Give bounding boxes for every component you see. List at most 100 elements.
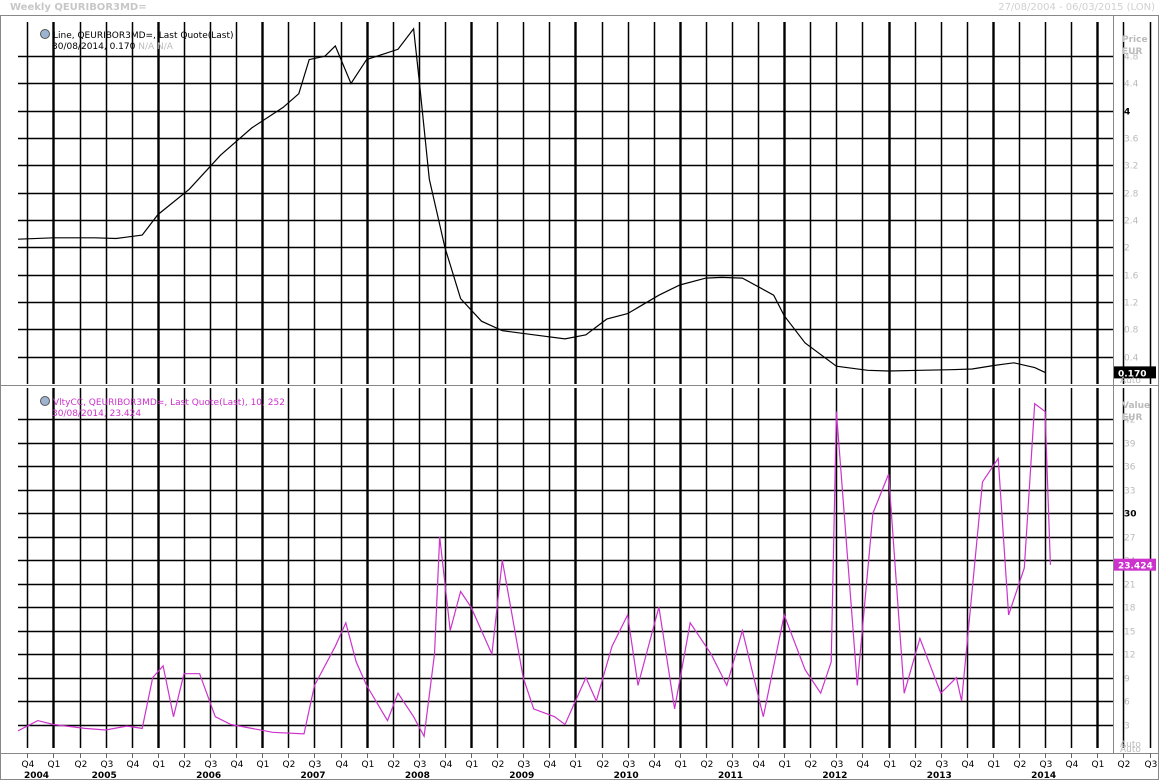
x-tick-quarter: Q4 xyxy=(440,760,453,770)
y-tick-label: 4.8 xyxy=(1124,53,1139,63)
y-tick-label: 1.6 xyxy=(1124,272,1139,282)
x-tick-quarter: Q1 xyxy=(466,760,479,770)
y-tick-label: 0.8 xyxy=(1124,326,1139,336)
y-tick-label: 21 xyxy=(1124,581,1135,591)
series-line xyxy=(17,402,1051,739)
x-tick-quarter: Q1 xyxy=(884,760,897,770)
y-auto-label: Auto xyxy=(1120,376,1141,386)
x-tick-quarter: Q3 xyxy=(414,760,427,770)
x-tick-quarter: Q4 xyxy=(649,760,662,770)
x-tick-year: 2004 xyxy=(24,771,49,780)
legend-series-icon[interactable] xyxy=(40,29,50,39)
x-tick-quarter: Q4 xyxy=(544,760,557,770)
y-axis-unit: EUR xyxy=(1122,413,1142,423)
x-tick-quarter: Q2 xyxy=(805,760,818,770)
x-tick-quarter: Q3 xyxy=(101,760,114,770)
y-tick-label: 42 xyxy=(1124,416,1135,426)
y-tick-label: 0.4 xyxy=(1124,354,1139,364)
y-tick-label: 1.2 xyxy=(1124,299,1138,309)
y-tick-label: 2.8 xyxy=(1124,190,1139,200)
volatility-legend[interactable]: VltyCC, QEURIBOR3MD=, Last Quote(Last), … xyxy=(40,396,285,420)
last-value-tag xyxy=(1114,558,1156,571)
x-tick-quarter: Q2 xyxy=(701,760,714,770)
x-tick-quarter: Q2 xyxy=(75,760,88,770)
x-tick-quarter: Q4 xyxy=(753,760,766,770)
x-tick-year: 2009 xyxy=(509,771,534,780)
x-tick-year: 2012 xyxy=(822,771,847,780)
series-line xyxy=(17,27,1046,373)
x-tick-year: 2011 xyxy=(718,771,743,780)
price-legend-na: N/A N/A xyxy=(138,42,173,52)
x-tick-quarter: Q2 xyxy=(1118,760,1131,770)
y-auto-label: Auto xyxy=(1120,740,1141,750)
x-tick-quarter: Q1 xyxy=(362,760,375,770)
y-tick-label: 12 xyxy=(1124,651,1135,661)
x-tick-quarter: Q4 xyxy=(336,760,349,770)
x-tick-quarter: Q1 xyxy=(257,760,270,770)
x-tick-quarter: Q3 xyxy=(1040,760,1053,770)
x-tick-quarter: Q2 xyxy=(597,760,610,770)
x-tick-quarter: Q4 xyxy=(231,760,244,770)
y-tick-label: 27 xyxy=(1124,534,1135,544)
x-tick-quarter: Q1 xyxy=(675,760,688,770)
x-tick-quarter: Q4 xyxy=(962,760,975,770)
x-tick-quarter: Q2 xyxy=(283,760,296,770)
x-tick-quarter: Q2 xyxy=(492,760,505,770)
x-tick-quarter: Q4 xyxy=(127,760,140,770)
price-legend-label: Line, QEURIBOR3MD=, Last Quote(Last) xyxy=(53,31,234,41)
x-tick-quarter: Q3 xyxy=(727,760,740,770)
x-tick-quarter: Q1 xyxy=(988,760,1001,770)
x-tick-quarter: Q4 xyxy=(1066,760,1079,770)
x-auto-label: Auto xyxy=(1120,745,1141,755)
x-tick-quarter: Q3 xyxy=(831,760,844,770)
x-tick-year: 2010 xyxy=(614,771,639,780)
last-value-label: 0.170 xyxy=(1118,369,1146,379)
y-tick-label: 9 xyxy=(1124,675,1130,685)
y-tick-label: 4 xyxy=(1124,108,1130,118)
y-tick-label: 36 xyxy=(1124,463,1136,473)
x-tick-year: 2006 xyxy=(196,771,221,780)
y-axis-title: Price xyxy=(1122,35,1148,45)
y-tick-label: 2 xyxy=(1124,244,1130,254)
last-value-label: 23.424 xyxy=(1118,562,1153,572)
y-tick-label: 4.4 xyxy=(1124,80,1139,90)
y-tick-label: 18 xyxy=(1124,604,1136,614)
x-tick-quarter: Q2 xyxy=(179,760,192,770)
y-tick-label: 2.4 xyxy=(1124,217,1139,227)
x-tick-quarter: Q4 xyxy=(857,760,870,770)
date-range: 27/08/2004 - 06/03/2015 (LON) xyxy=(998,2,1155,13)
y-tick-label: 3.6 xyxy=(1124,135,1139,145)
y-tick-label: 6 xyxy=(1124,698,1130,708)
chart-title: Weekly QEURIBOR3MD= xyxy=(10,2,147,13)
x-tick-quarter: Q3 xyxy=(623,760,636,770)
x-tick-quarter: Q2 xyxy=(388,760,401,770)
volatility-legend-value: 30/08/2014, 23.424 xyxy=(52,409,142,419)
x-tick-quarter: Q4 xyxy=(22,760,35,770)
y-axis-unit: EUR xyxy=(1122,47,1142,57)
x-tick-quarter: Q3 xyxy=(936,760,949,770)
x-tick-year: 2014 xyxy=(1031,771,1056,780)
y-tick-label: 3 xyxy=(1124,722,1130,732)
x-tick-quarter: Q3 xyxy=(518,760,531,770)
x-tick-year: 2005 xyxy=(92,771,117,780)
y-tick-label: 39 xyxy=(1124,440,1136,450)
x-tick-year: 2008 xyxy=(405,771,430,780)
price-legend-value: 30/08/2014, 0.170 xyxy=(52,42,136,52)
y-tick-label: 33 xyxy=(1124,487,1135,497)
x-tick-quarter: Q1 xyxy=(779,760,792,770)
x-tick-quarter: Q1 xyxy=(48,760,61,770)
x-tick-quarter: Q2 xyxy=(1014,760,1027,770)
x-tick-quarter: Q1 xyxy=(570,760,583,770)
x-tick-quarter: Q3 xyxy=(1145,760,1158,770)
x-tick-quarter: Q3 xyxy=(309,760,322,770)
price-legend[interactable]: Line, QEURIBOR3MD=, Last Quote(Last) 30/… xyxy=(40,29,234,53)
x-tick-quarter: Q1 xyxy=(1092,760,1105,770)
x-tick-quarter: Q3 xyxy=(205,760,218,770)
y-tick-label: 30 xyxy=(1124,510,1137,520)
x-tick-year: 2007 xyxy=(300,771,325,780)
x-tick-quarter: Q2 xyxy=(910,760,923,770)
y-tick-label: 3.2 xyxy=(1124,162,1138,172)
legend-series-icon[interactable] xyxy=(40,396,50,406)
last-value-tag xyxy=(1114,366,1156,379)
